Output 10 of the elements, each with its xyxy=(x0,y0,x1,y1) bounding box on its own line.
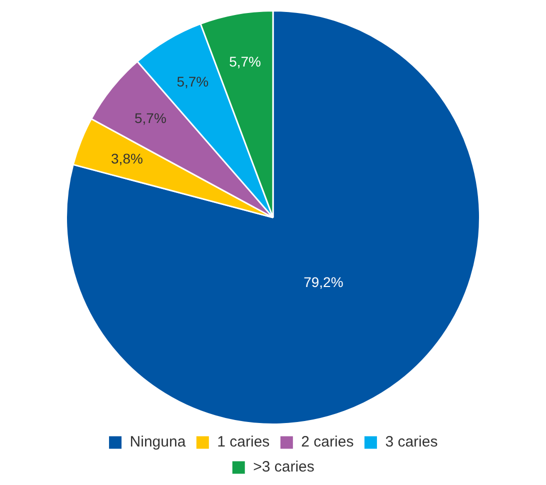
legend-label: >3 caries xyxy=(253,458,314,476)
legend-label: 2 caries xyxy=(301,434,354,451)
data-label: 3,8% xyxy=(111,150,143,166)
data-label: 5,7% xyxy=(176,73,209,90)
data-label: 79,2% xyxy=(304,274,344,290)
data-label: 5,7% xyxy=(229,54,261,70)
data-label: 5,7% xyxy=(134,110,166,126)
legend-label: 1 caries xyxy=(217,434,270,451)
legend-label: 3 caries xyxy=(385,434,438,451)
legend-label: Ninguna xyxy=(130,434,186,451)
